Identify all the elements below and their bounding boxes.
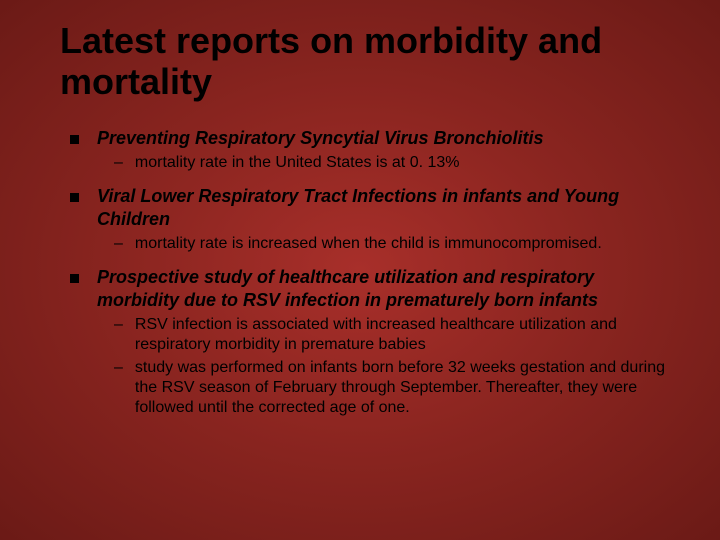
dash-icon: – [114,315,123,335]
slide-container: Latest reports on morbidity and mortalit… [0,0,720,448]
sub-text: study was performed on infants born befo… [135,358,675,418]
main-item: Preventing Respiratory Syncytial Virus B… [70,127,675,150]
sub-text: mortality rate is increased when the chi… [135,234,602,254]
dash-icon: – [114,234,123,254]
sub-item: – mortality rate in the United States is… [114,153,675,173]
main-item: Viral Lower Respiratory Tract Infections… [70,185,675,230]
sub-item: – RSV infection is associated with incre… [114,315,675,355]
square-bullet-icon [70,135,79,144]
slide-title: Latest reports on morbidity and mortalit… [60,20,675,103]
main-heading: Preventing Respiratory Syncytial Virus B… [97,127,543,150]
square-bullet-icon [70,274,79,283]
square-bullet-icon [70,193,79,202]
sub-text: mortality rate in the United States is a… [135,153,460,173]
main-heading: Prospective study of healthcare utilizat… [97,266,675,311]
section-2: Viral Lower Respiratory Tract Infections… [70,185,675,254]
sub-text: RSV infection is associated with increas… [135,315,675,355]
dash-icon: – [114,153,123,173]
main-item: Prospective study of healthcare utilizat… [70,266,675,311]
sub-item: – study was performed on infants born be… [114,358,675,418]
dash-icon: – [114,358,123,378]
section-1: Preventing Respiratory Syncytial Virus B… [70,127,675,174]
main-heading: Viral Lower Respiratory Tract Infections… [97,185,675,230]
sub-item: – mortality rate is increased when the c… [114,234,675,254]
section-3: Prospective study of healthcare utilizat… [70,266,675,418]
